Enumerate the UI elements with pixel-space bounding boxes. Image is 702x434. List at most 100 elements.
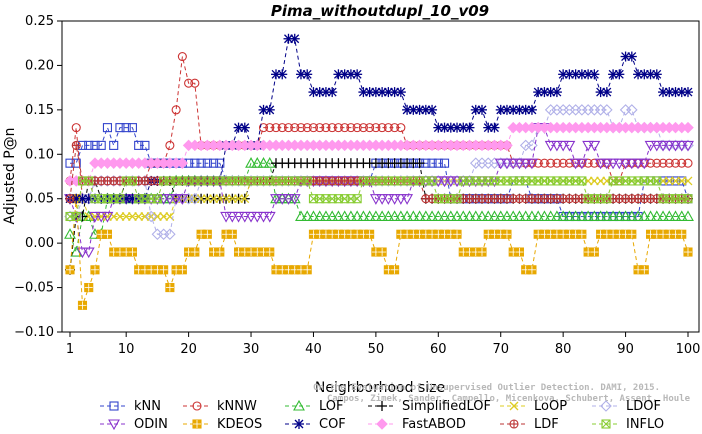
legend-marker: [376, 418, 388, 430]
data-point: [320, 210, 332, 222]
data-point: [526, 158, 538, 170]
x-tick-label: 60: [430, 342, 447, 357]
data-point: [638, 158, 651, 170]
data-point: [390, 265, 400, 275]
data-point: [600, 210, 613, 222]
data-point: [265, 123, 275, 133]
data-point: [532, 210, 545, 222]
legend-label: LDF: [534, 417, 559, 432]
data-point: [333, 123, 343, 133]
data-point: [619, 158, 632, 170]
data-point: [171, 105, 181, 115]
legend-item-inflo: INFLO: [592, 417, 664, 432]
y-axis: −0.10 −0.05 0.00 0.05 0.10 0.15 0.20 0.25: [14, 14, 62, 340]
watermark-line-1: Campos, Zimek, Sander, Campello, Micenko…: [327, 393, 691, 404]
data-point: [302, 123, 312, 133]
x-axis: 1 10 20 30 40 50 60 70 80 90 100: [66, 332, 700, 357]
data-point: [444, 210, 457, 222]
data-point: [569, 158, 582, 170]
data-point: [488, 210, 501, 222]
x-tick-label: 50: [368, 342, 385, 357]
data-point: [240, 194, 250, 204]
data-point: [619, 210, 632, 222]
legend-marker: [294, 419, 304, 429]
data-point: [71, 140, 81, 150]
legend-label: LoOP: [534, 399, 567, 414]
data-point: [176, 157, 189, 169]
series-knn: [65, 123, 693, 222]
data-point: [190, 158, 200, 168]
legend-label: KDEOS: [217, 417, 262, 432]
data-point: [589, 247, 599, 257]
data-point: [251, 211, 264, 223]
data-point: [251, 157, 264, 168]
legend-marker: [509, 419, 519, 429]
data-point: [644, 140, 657, 152]
data-point: [664, 158, 674, 168]
series-line: [70, 127, 688, 182]
data-point: [257, 157, 270, 168]
data-point: [471, 247, 481, 257]
data-point: [288, 194, 301, 205]
data-point: [332, 210, 345, 222]
y-tick-label: 0.20: [25, 58, 54, 73]
data-point: [501, 158, 513, 170]
data-point: [469, 210, 482, 222]
data-point: [232, 211, 245, 223]
legend-item-kdeos: KDEOS: [183, 417, 262, 432]
data-point: [327, 87, 338, 98]
data-point: [427, 104, 438, 115]
data-point: [101, 211, 114, 223]
data-point: [427, 158, 437, 168]
data-point: [582, 140, 595, 152]
data-point: [302, 265, 312, 275]
legend-label: COF: [319, 417, 346, 432]
data-point: [102, 123, 113, 133]
data-point: [227, 229, 237, 239]
y-tick-label: −0.10: [14, 325, 54, 340]
x-tick-label: 10: [118, 342, 135, 357]
y-tick-label: −0.05: [14, 281, 54, 296]
series-lof: [64, 157, 694, 257]
legend-label: FastABOD: [402, 417, 466, 432]
x-axis-label: Neighborhood size: [315, 380, 445, 396]
data-point: [190, 78, 200, 88]
data-point: [582, 210, 595, 222]
data-point: [71, 123, 81, 133]
data-point: [669, 210, 682, 222]
data-point: [313, 210, 326, 222]
data-point: [652, 176, 662, 186]
data-point: [544, 140, 557, 152]
data-point: [190, 247, 200, 257]
x-tick-label: 40: [305, 342, 322, 357]
data-point: [675, 140, 688, 152]
data-point: [438, 210, 451, 222]
data-point: [140, 140, 150, 150]
data-point: [109, 140, 119, 150]
data-point: [283, 123, 294, 133]
data-point: [383, 123, 393, 133]
y-tick-label: 0.05: [25, 192, 54, 207]
x-tick-label: 90: [617, 342, 634, 357]
data-point: [558, 158, 568, 168]
series-line: [70, 38, 688, 200]
data-point: [494, 158, 507, 170]
data-point: [189, 192, 201, 205]
data-point: [451, 210, 463, 222]
data-point: [159, 265, 169, 275]
data-point: [627, 229, 637, 239]
data-point: [95, 211, 108, 223]
data-point: [271, 123, 281, 133]
data-point: [302, 69, 313, 80]
data-point: [669, 140, 682, 152]
data-point: [388, 210, 401, 222]
data-point: [675, 210, 688, 222]
legend-marker: [293, 399, 305, 411]
legend: kNN kNNW LOF SimplifiedLOF LoOP LDOF ODIN KDEOS…: [100, 399, 664, 432]
data-point: [626, 51, 637, 62]
data-point: [296, 123, 306, 133]
data-point: [513, 210, 526, 222]
data-point: [394, 210, 407, 222]
data-point: [301, 210, 314, 222]
data-point: [84, 283, 94, 293]
